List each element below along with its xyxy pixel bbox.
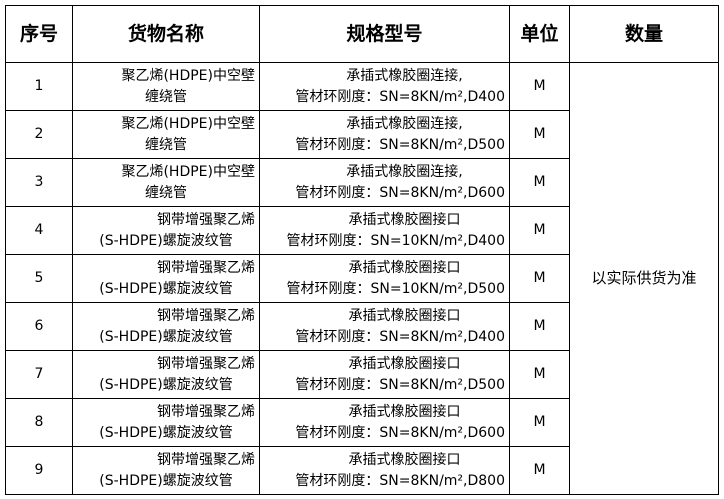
spec-line2: 管材环刚度：SN=8KN/m²,D500 bbox=[295, 136, 505, 153]
spec-line2: 管材环刚度：SN=8KN/m²,D400 bbox=[295, 328, 505, 345]
spec-line1: 承插式橡胶圈接口 bbox=[348, 211, 461, 228]
spec-line2: 管材环刚度：SN=10KN/m²,D400 bbox=[286, 232, 505, 249]
header-qty: 数量 bbox=[569, 5, 719, 63]
row-no: 7 bbox=[5, 350, 73, 399]
goods-name: 钢带增强聚乙烯 (S-HDPE)螺旋波纹管 bbox=[72, 254, 260, 303]
spec: 承插式橡胶圈连接, 管材环刚度：SN=8KN/m²,D600 bbox=[259, 158, 510, 207]
goods-name: 聚乙烯(HDPE)中空壁缠绕管 bbox=[72, 62, 260, 111]
goods-table: 序号 货物名称 规格型号 单位 数量 1 聚乙烯(HDPE)中空壁 缠绕管 承插式… bbox=[5, 5, 719, 495]
unit: M bbox=[509, 110, 570, 159]
unit: M bbox=[509, 62, 570, 111]
goods-name-line1: 钢带增强聚乙烯 bbox=[157, 355, 255, 372]
unit: M bbox=[509, 446, 570, 495]
header-unit: 单位 bbox=[509, 5, 570, 63]
unit: M bbox=[509, 254, 570, 303]
spec: 承插式橡胶圈接口管材环刚度：SN=10KN/m²,D400 bbox=[259, 206, 510, 255]
row-no: 2 bbox=[5, 110, 73, 159]
goods-name: 钢带增强聚乙烯 (S-HDPE)螺旋波纹管 bbox=[72, 206, 260, 255]
goods-name-line1: 钢带增强聚乙烯 bbox=[157, 259, 255, 276]
header-spec: 规格型号 bbox=[259, 5, 510, 63]
goods-name: 钢带增强聚乙烯 (S-HDPE)螺旋波纹管 bbox=[72, 302, 260, 351]
row-no: 9 bbox=[5, 446, 73, 495]
table-row: 3 聚乙烯(HDPE)中空壁缠绕管 承插式橡胶圈连接, 管材环刚度：SN=8KN/… bbox=[5, 158, 719, 207]
table-row: 9 钢带增强聚乙烯 (S-HDPE)螺旋波纹管 承插式橡胶圈接口管材环刚度：SN=… bbox=[5, 446, 719, 495]
goods-name-line1: 聚乙烯(HDPE)中空壁 bbox=[121, 163, 255, 180]
spec-line2: 管材环刚度：SN=10KN/m²,D500 bbox=[286, 280, 505, 297]
spec-line1: 承插式橡胶圈连接, bbox=[346, 67, 463, 84]
table-row: 2 聚乙烯(HDPE)中空壁缠绕管 承插式橡胶圈连接, 管材环刚度：SN=8KN/… bbox=[5, 110, 719, 159]
goods-name-line2: (S-HDPE)螺旋波纹管 bbox=[99, 232, 233, 249]
spec-line1: 承插式橡胶圈接口 bbox=[348, 307, 461, 324]
spec-line1: 承插式橡胶圈接口 bbox=[348, 451, 461, 468]
row-no: 5 bbox=[5, 254, 73, 303]
spec-line2: 管材环刚度：SN=8KN/m²,D400 bbox=[295, 88, 505, 105]
spec: 承插式橡胶圈连接, 管材环刚度：SN=8KN/m²,D500 bbox=[259, 110, 510, 159]
table-row: 4 钢带增强聚乙烯 (S-HDPE)螺旋波纹管 承插式橡胶圈接口管材环刚度：SN=… bbox=[5, 206, 719, 255]
goods-name: 钢带增强聚乙烯 (S-HDPE)螺旋波纹管 bbox=[72, 398, 260, 447]
spec-line2: 管材环刚度：SN=8KN/m²,D800 bbox=[295, 472, 505, 489]
goods-name-line2: (S-HDPE)螺旋波纹管 bbox=[99, 472, 233, 489]
table-row: 1 聚乙烯(HDPE)中空壁 缠绕管 承插式橡胶圈连接, 管材环刚度：SN=8KN/… bbox=[5, 62, 719, 495]
table-row: 6 钢带增强聚乙烯 (S-HDPE)螺旋波纹管 承插式橡胶圈接口管材环刚度：SN=… bbox=[5, 302, 719, 351]
row-no: 4 bbox=[5, 206, 73, 255]
spec-line1: 承插式橡胶圈接口 bbox=[348, 355, 461, 372]
goods-name-line1: 钢带增强聚乙烯 bbox=[157, 451, 255, 468]
spec: 承插式橡胶圈接口管材环刚度：SN=10KN/m²,D500 bbox=[259, 254, 510, 303]
unit: M bbox=[509, 158, 570, 207]
spec: 承插式橡胶圈连接, 管材环刚度：SN=8KN/m²,D400 bbox=[259, 62, 510, 111]
header-name: 货物名称 bbox=[72, 5, 260, 63]
spec-line1: 承插式橡胶圈连接, bbox=[346, 163, 463, 180]
spec-line1: 承插式橡胶圈接口 bbox=[348, 259, 461, 276]
goods-name-line1: 钢带增强聚乙烯 bbox=[157, 307, 255, 324]
spec: 承插式橡胶圈接口管材环刚度：SN=8KN/m²,D800 bbox=[259, 446, 510, 495]
goods-name-line2: (S-HDPE)螺旋波纹管 bbox=[99, 424, 233, 441]
goods-name-line1: 聚乙烯(HDPE)中空壁 bbox=[121, 67, 255, 84]
goods-name: 聚乙烯(HDPE)中空壁缠绕管 bbox=[72, 158, 260, 207]
goods-name-line1: 聚乙烯(HDPE)中空壁 bbox=[121, 115, 255, 132]
goods-name: 钢带增强聚乙烯 (S-HDPE)螺旋波纹管 bbox=[72, 446, 260, 495]
goods-name: 钢带增强聚乙烯 (S-HDPE)螺旋波纹管 bbox=[72, 350, 260, 399]
goods-name: 聚乙烯(HDPE)中空壁缠绕管 bbox=[72, 110, 260, 159]
row-no: 1 bbox=[5, 62, 73, 111]
spec-line2: 管材环刚度：SN=8KN/m²,D600 bbox=[295, 424, 505, 441]
goods-name-line1: 钢带增强聚乙烯 bbox=[157, 403, 255, 420]
spec: 承插式橡胶圈接口管材环刚度：SN=8KN/m²,D400 bbox=[259, 302, 510, 351]
row-no: 6 bbox=[5, 302, 73, 351]
spec-line2: 管材环刚度：SN=8KN/m²,D500 bbox=[295, 376, 505, 393]
spec: 承插式橡胶圈接口管材环刚度：SN=8KN/m²,D500 bbox=[259, 350, 510, 399]
goods-name-line1: 钢带增强聚乙烯 bbox=[157, 211, 255, 228]
goods-name-line2: (S-HDPE)螺旋波纹管 bbox=[99, 376, 233, 393]
goods-name-line2: 缠绕管 bbox=[145, 184, 187, 201]
goods-name-line2: (S-HDPE)螺旋波纹管 bbox=[99, 328, 233, 345]
quantity-note: 以实际供货为准 bbox=[569, 62, 719, 495]
goods-name-line2: (S-HDPE)螺旋波纹管 bbox=[99, 280, 233, 297]
unit: M bbox=[509, 398, 570, 447]
goods-name-line2: 缠绕管 bbox=[145, 88, 187, 105]
unit: M bbox=[509, 206, 570, 255]
unit: M bbox=[509, 302, 570, 351]
header-row: 序号 货物名称 规格型号 单位 数量 bbox=[5, 5, 719, 63]
unit: M bbox=[509, 350, 570, 399]
spec: 承插式橡胶圈接口管材环刚度：SN=8KN/m²,D600 bbox=[259, 398, 510, 447]
spec-line1: 承插式橡胶圈连接, bbox=[346, 115, 463, 132]
row-no: 3 bbox=[5, 158, 73, 207]
row-no: 8 bbox=[5, 398, 73, 447]
goods-name-line2: 缠绕管 bbox=[145, 136, 187, 153]
spec-line2: 管材环刚度：SN=8KN/m²,D600 bbox=[295, 184, 505, 201]
spec-line1: 承插式橡胶圈接口 bbox=[348, 403, 461, 420]
table-row: 7 钢带增强聚乙烯 (S-HDPE)螺旋波纹管 承插式橡胶圈接口管材环刚度：SN=… bbox=[5, 350, 719, 399]
header-no: 序号 bbox=[5, 5, 73, 63]
